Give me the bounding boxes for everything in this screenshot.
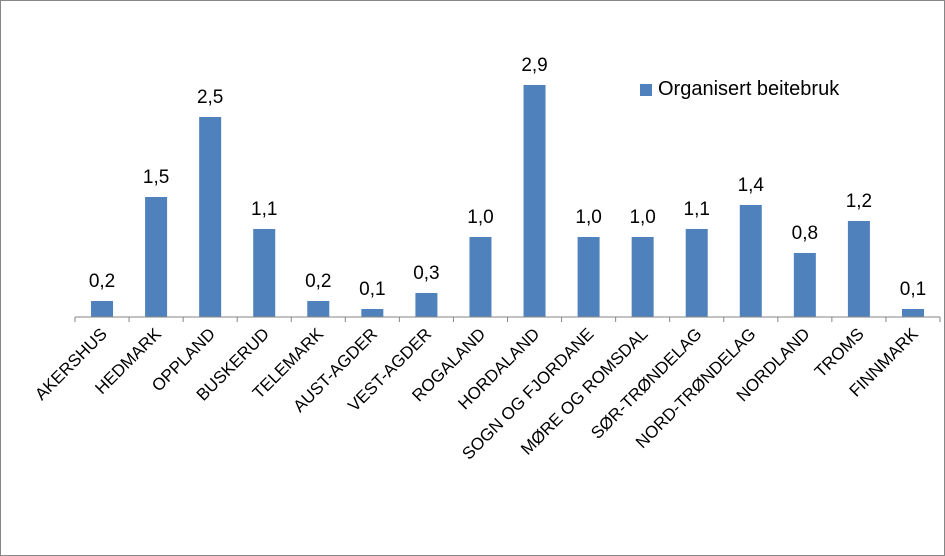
bar-hordaland	[523, 85, 546, 317]
bar-hedmark	[145, 197, 168, 317]
bar-troms	[847, 221, 870, 317]
bar-sogn-og-fjordane	[577, 237, 600, 317]
data-label: 0,8	[792, 223, 818, 244]
data-label: 1,0	[629, 207, 655, 228]
bar-nordland	[793, 253, 816, 317]
data-label: 2,9	[521, 55, 547, 76]
data-label: 1,5	[143, 167, 169, 188]
legend: Organisert beitebruk	[640, 78, 839, 101]
legend-label: Organisert beitebruk	[658, 78, 840, 100]
bar-rogaland	[469, 237, 492, 317]
data-label: 1,0	[467, 207, 493, 228]
bar-aust-agder	[361, 309, 384, 317]
data-label: 1,4	[738, 175, 765, 196]
legend-swatch	[640, 83, 652, 96]
bar-akershus	[91, 301, 114, 317]
data-label: 0,1	[900, 279, 926, 300]
data-label: 1,2	[846, 191, 872, 212]
data-label: 2,5	[197, 87, 223, 108]
bar-finnmark	[901, 309, 924, 317]
bar-buskerud	[253, 229, 276, 317]
bar-sør-trøndelag	[685, 229, 708, 317]
data-label: 0,1	[359, 279, 385, 300]
data-label: 0,3	[413, 263, 439, 284]
data-label: 1,1	[251, 199, 277, 220]
bar-oppland	[199, 117, 222, 317]
data-label: 0,2	[89, 271, 115, 292]
data-label: 1,0	[575, 207, 601, 228]
bar-nord-trøndelag	[739, 205, 762, 317]
data-label: 0,2	[305, 271, 331, 292]
data-label: 1,1	[684, 199, 710, 220]
bar-møre-og-romsdal	[631, 237, 654, 317]
bar-telemark	[307, 301, 330, 317]
bar-vest-agder	[415, 293, 438, 317]
